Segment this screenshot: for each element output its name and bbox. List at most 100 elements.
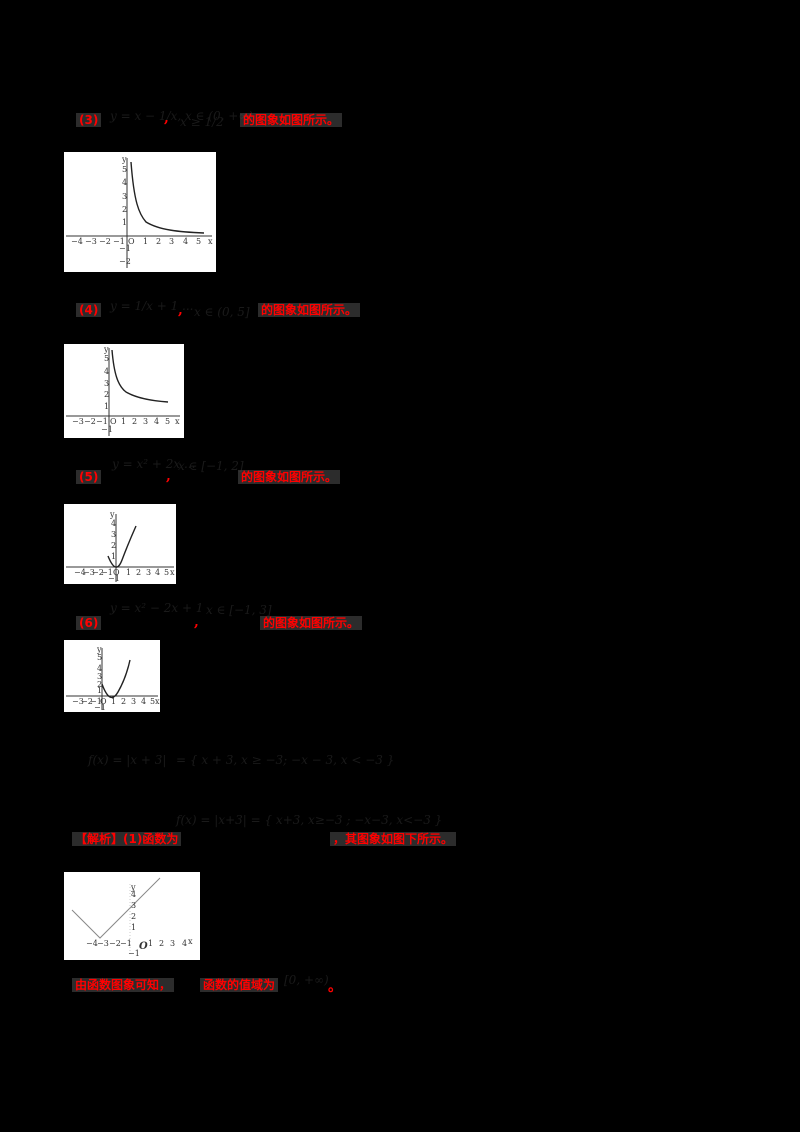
- item-number-label: (6): [76, 616, 102, 630]
- svg-text:3: 3: [131, 901, 136, 910]
- svg-text:2: 2: [159, 939, 164, 948]
- svg-text:−1: −1: [119, 244, 131, 253]
- comma-marker: ,: [166, 468, 171, 484]
- svg-text:5: 5: [97, 653, 102, 662]
- standalone-formula-left: f(x) = |x + 3|: [88, 753, 167, 767]
- svg-text:4: 4: [155, 568, 160, 577]
- svg-text:5: 5: [104, 354, 109, 363]
- svg-text:5: 5: [122, 165, 127, 174]
- svg-text:−1: −1: [120, 939, 132, 948]
- svg-text:2: 2: [131, 912, 136, 921]
- svg-text:2: 2: [122, 205, 127, 214]
- svg-text:5: 5: [196, 237, 201, 246]
- svg-text:−1: −1: [101, 425, 113, 434]
- svg-text:3: 3: [111, 530, 116, 539]
- svg-text:x: x: [208, 237, 213, 246]
- svg-text:5: 5: [165, 417, 170, 426]
- footer-part1: 由函数图象可知，: [72, 978, 175, 992]
- svg-text:1: 1: [148, 939, 153, 948]
- item-4-formula: y = 1/x + 1 ...: [110, 299, 194, 313]
- item-5-formula-b: x ∈ [−1, 2]: [178, 459, 244, 473]
- svg-text:1: 1: [121, 417, 126, 426]
- comma-marker: ,: [194, 614, 199, 630]
- svg-text:−1: −1: [108, 574, 120, 583]
- svg-text:2: 2: [156, 237, 161, 246]
- svg-text:2: 2: [132, 417, 137, 426]
- svg-text:−3: −3: [97, 939, 109, 948]
- svg-text:−1: −1: [96, 417, 108, 426]
- svg-text:4: 4: [182, 939, 187, 948]
- svg-text:O: O: [128, 237, 135, 246]
- svg-text:3: 3: [143, 417, 148, 426]
- item-5-formula: y = x² + 2x ...: [112, 457, 196, 471]
- svg-text:−1: −1: [94, 703, 106, 712]
- svg-text:2: 2: [97, 680, 102, 689]
- analysis-tag: 【解析】(1)函数为: [72, 832, 182, 846]
- svg-text:2: 2: [111, 541, 116, 550]
- svg-text:−1: −1: [113, 237, 125, 246]
- svg-text:y: y: [103, 345, 109, 354]
- svg-text:2: 2: [104, 390, 109, 399]
- footer-formula: [0, +∞): [284, 973, 329, 987]
- svg-text:−3: −3: [72, 417, 84, 426]
- svg-text:O: O: [110, 417, 117, 426]
- svg-text:O: O: [139, 941, 148, 952]
- svg-text:3: 3: [131, 697, 136, 706]
- svg-text:−4: −4: [86, 939, 98, 948]
- item-6-formula: y = x² − 2x + 1: [110, 601, 204, 615]
- svg-text:y: y: [96, 645, 102, 654]
- svg-text:−2: −2: [92, 568, 104, 577]
- item-number-label: (4): [76, 303, 102, 317]
- svg-text:3: 3: [104, 379, 109, 388]
- item-4-formula-b: x ∈ (0, 5]: [194, 305, 250, 319]
- svg-text:−4: −4: [71, 237, 83, 246]
- svg-text:−2: −2: [84, 417, 96, 426]
- analysis-suffix: ，其图象如图下所示。: [330, 832, 457, 846]
- svg-text:x: x: [155, 697, 160, 706]
- svg-text:3: 3: [146, 568, 151, 577]
- svg-text:3: 3: [122, 192, 127, 201]
- svg-text:y: y: [130, 883, 136, 892]
- item-4-conclusion: 的图象如图所示。: [258, 303, 361, 317]
- comma-marker: ,: [178, 302, 183, 318]
- item-3-formula: y = x − 1/x, x ∈ (0, +∞): [110, 109, 253, 123]
- svg-text:1: 1: [111, 697, 116, 706]
- svg-text:4: 4: [104, 367, 109, 376]
- svg-text:−3: −3: [85, 237, 97, 246]
- svg-text:x: x: [170, 568, 175, 577]
- svg-text:x: x: [188, 937, 193, 946]
- svg-text:4: 4: [183, 237, 188, 246]
- svg-text:y: y: [121, 155, 127, 164]
- item-6-conclusion: 的图象如图所示。: [260, 616, 363, 630]
- svg-text:4: 4: [141, 697, 146, 706]
- svg-text:−3: −3: [83, 568, 95, 577]
- standalone-formula-right: = { x + 3, x ≥ −3; −x − 3, x < −3 }: [176, 753, 395, 767]
- svg-text:x: x: [175, 417, 180, 426]
- svg-text:5: 5: [150, 697, 155, 706]
- svg-text:4: 4: [97, 664, 102, 673]
- item-number-label: (3): [76, 113, 102, 127]
- svg-text:−2: −2: [119, 257, 131, 266]
- svg-text:−3: −3: [72, 697, 84, 706]
- svg-text:−2: −2: [99, 237, 111, 246]
- item-5-conclusion: 的图象如图所示。: [238, 470, 341, 484]
- item-3-row: (3): [76, 109, 102, 128]
- item-3-formula-b: x ≥ 1/2: [180, 115, 224, 129]
- comma-marker: ,: [164, 110, 169, 126]
- svg-text:1: 1: [122, 218, 127, 227]
- svg-text:y: y: [109, 510, 115, 519]
- analysis-formula: f(x) = |x+3| = { x+3, x≥−3 ; −x−3, x<−3 …: [176, 813, 443, 827]
- footer-part2: 函数的值域为: [200, 978, 279, 992]
- svg-text:1: 1: [143, 237, 148, 246]
- svg-text:O: O: [113, 568, 120, 577]
- svg-text:−4: −4: [74, 568, 86, 577]
- svg-text:1: 1: [97, 686, 102, 695]
- svg-text:−1: −1: [90, 697, 102, 706]
